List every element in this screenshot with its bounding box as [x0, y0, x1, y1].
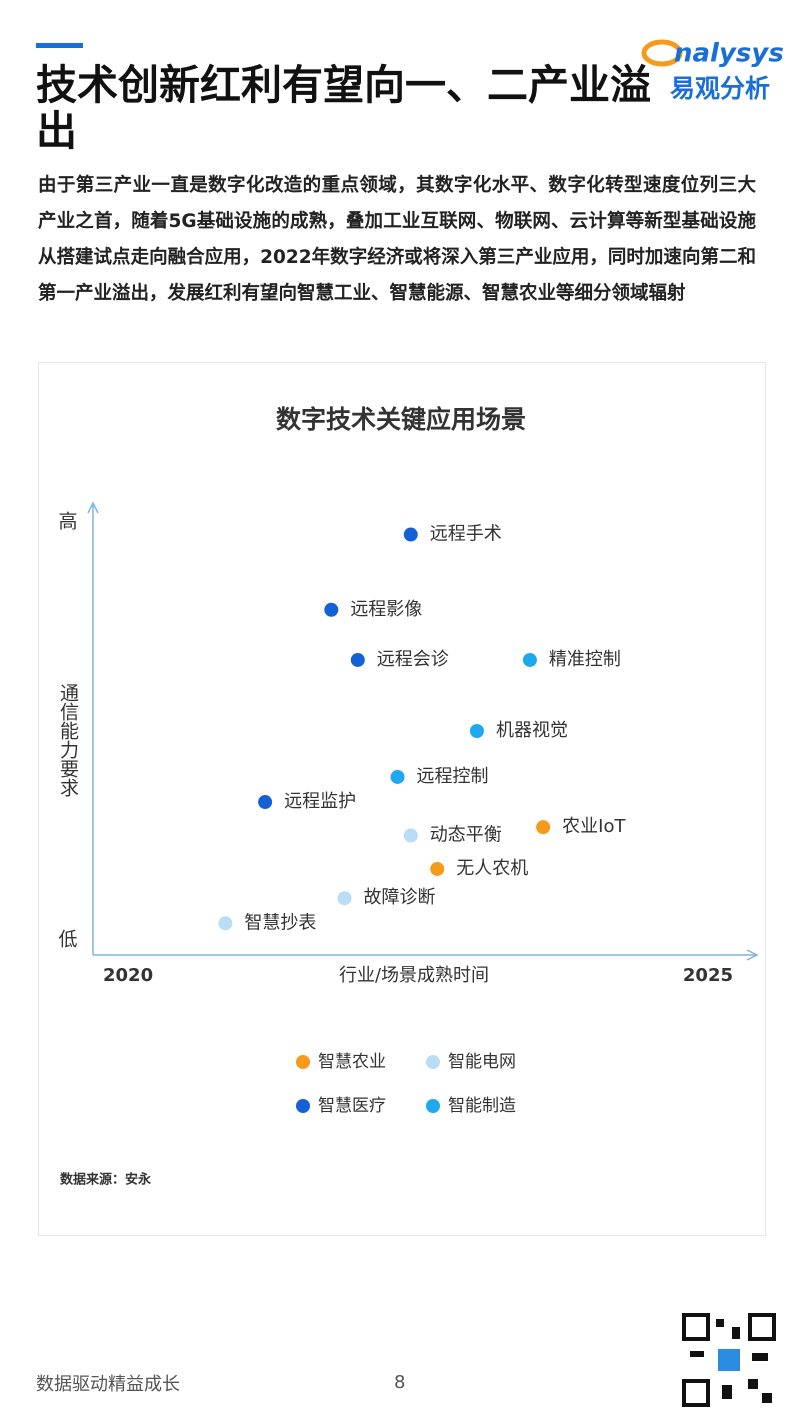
legend-swatch [296, 1055, 310, 1069]
point [522, 652, 537, 667]
qr-code [682, 1313, 776, 1407]
legend-label: 智慧医疗 [318, 1096, 386, 1116]
point [536, 820, 551, 835]
page-number: 8 [394, 1372, 406, 1393]
footer-slogan: 数据驱动精益成长 [36, 1374, 180, 1395]
point [390, 769, 405, 784]
legend-label: 智慧农业 [318, 1052, 386, 1072]
body-text: 由于第三产业一直是数字化改造的重点领域，其数字化水平、数字化转型速度位列三大产业… [38, 175, 756, 304]
qr-dot [762, 1393, 772, 1403]
point [403, 527, 418, 542]
x-arrow [746, 949, 759, 961]
point-label: 远程影像 [350, 599, 422, 620]
qr-finder [682, 1313, 710, 1341]
point-label: 远程会诊 [377, 649, 449, 670]
point-label: 远程手术 [430, 524, 502, 545]
legend-label: 智能电网 [448, 1052, 516, 1072]
qr-dot [732, 1327, 740, 1339]
qr-dot [752, 1353, 768, 1361]
y-tick-label: 高 [58, 511, 77, 533]
point [469, 724, 484, 738]
point [430, 861, 445, 876]
y-tick-label: 低 [58, 929, 77, 951]
point-label: 机器视觉 [496, 720, 568, 741]
legend-label: 智能制造 [448, 1096, 516, 1116]
source: 数据来源：安永 [60, 1172, 152, 1188]
page-title: 技术创新红利有望向一、二产业溢出 [36, 61, 651, 155]
qr-finder [748, 1313, 776, 1341]
qr-dot [716, 1319, 724, 1327]
point-label: 远程控制 [417, 766, 489, 787]
point-label: 精准控制 [549, 649, 621, 670]
legend-swatch [426, 1055, 440, 1069]
x-tick-label: 2025 [683, 965, 733, 986]
qr-logo [718, 1349, 740, 1371]
y-arrow [87, 501, 99, 514]
point-label: 故障诊断 [364, 887, 436, 908]
point [218, 916, 233, 931]
logo-swoosh [641, 39, 683, 67]
y-axis-label: 通信能力要求 [57, 683, 79, 797]
point [324, 602, 339, 617]
qr-dot [722, 1385, 732, 1399]
qr-finder [682, 1379, 710, 1407]
legend-swatch [426, 1099, 440, 1113]
point-label: 动态平衡 [430, 825, 502, 846]
point [337, 891, 352, 906]
accent-bar [36, 43, 83, 48]
qr-dot [748, 1379, 758, 1389]
x-axis-label: 行业/场景成熟时间 [339, 965, 489, 986]
point-label: 无人农机 [456, 858, 528, 879]
logo: nalysys 易观分析 [641, 39, 784, 103]
qr-dot [690, 1351, 704, 1357]
chart-title: 数字技术关键应用场景 [276, 405, 526, 434]
point-label: 远程监护 [284, 791, 356, 812]
logo-cn: 易观分析 [670, 74, 770, 103]
x-tick-label: 2020 [103, 965, 153, 986]
logo-text: nalysys [674, 39, 784, 69]
chart-frame [38, 362, 766, 1236]
point [403, 828, 418, 843]
point-label: 智慧抄表 [244, 912, 316, 933]
point-label: 农业IoT [562, 816, 626, 837]
point [258, 795, 273, 810]
point [350, 652, 365, 667]
legend-swatch [296, 1099, 310, 1113]
